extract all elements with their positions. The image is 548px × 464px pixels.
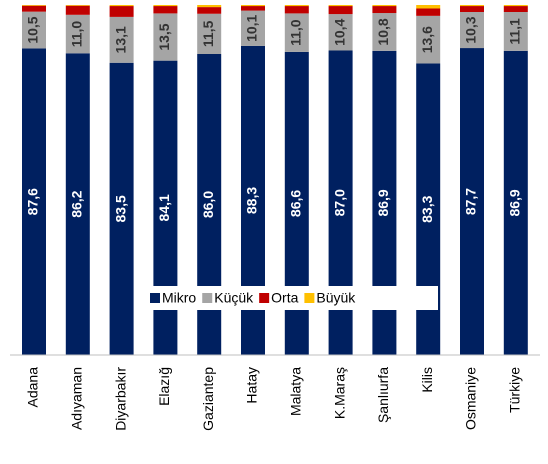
bar-segment	[503, 5, 528, 7]
x-tick-label: Adana	[25, 367, 41, 408]
value-label: 86,9	[507, 189, 523, 216]
bar-segment	[460, 48, 484, 356]
value-label: 11,5	[200, 20, 216, 47]
x-tick-label: Adıyaman	[69, 367, 85, 430]
bar-segment	[153, 6, 178, 14]
bar-segment	[241, 10, 265, 46]
value-label: 83,3	[419, 195, 435, 222]
value-label: 86,2	[69, 190, 85, 217]
legend-label: Mikro	[162, 290, 196, 306]
x-tick-label: Gaziantep	[200, 367, 216, 431]
x-tick-label: Türkiye	[507, 367, 523, 413]
value-label: 83,5	[112, 195, 128, 222]
bar-segment	[328, 14, 353, 51]
bar-segment	[503, 6, 528, 12]
value-label: 11,0	[69, 21, 85, 48]
bar-segment	[284, 13, 309, 52]
value-label: 11,0	[288, 19, 304, 46]
bar-segment	[109, 16, 134, 63]
bar-segment	[153, 13, 178, 61]
value-label: 86,9	[375, 189, 391, 216]
bar-segment	[460, 12, 484, 49]
legend-label: Orta	[271, 290, 298, 306]
bar-segment	[328, 5, 353, 7]
value-label: 13,1	[112, 26, 128, 53]
bar-segment	[284, 5, 309, 7]
value-label: 87,6	[25, 188, 41, 215]
bar-segment	[65, 53, 90, 356]
legend-swatch	[304, 293, 315, 303]
bar-segment	[241, 6, 265, 11]
bar-segment	[22, 48, 46, 356]
legend-label: Büyük	[316, 290, 356, 306]
bar-segment	[460, 6, 484, 12]
value-label: 10,1	[244, 14, 260, 41]
x-tick-label: Osmaniye	[463, 367, 479, 430]
bar-segment	[109, 62, 134, 355]
bar-segment	[197, 7, 222, 14]
bar-segment	[22, 11, 46, 49]
value-label: 10,8	[375, 18, 391, 45]
value-label: 13,6	[419, 26, 435, 53]
bar-segment	[65, 5, 90, 15]
x-tick-label: Diyarbakır	[112, 367, 128, 431]
legend: Mikro Küçük Orta Büyük	[146, 286, 438, 310]
bar-segment	[372, 13, 397, 51]
bar-segment	[328, 6, 353, 15]
bar-segment	[153, 5, 178, 7]
value-label: 10,3	[463, 16, 479, 43]
bar-segment	[503, 12, 528, 51]
bar-segment	[109, 5, 134, 7]
bar-segment	[65, 14, 90, 54]
value-label: 86,6	[288, 190, 304, 217]
value-label: 84,1	[156, 194, 172, 221]
value-label: 87,7	[463, 188, 479, 215]
x-tick-label: Şanlıurfa	[375, 367, 391, 423]
bar-segment	[416, 5, 441, 9]
bar-segment	[503, 50, 528, 355]
legend-box	[146, 286, 438, 310]
bar-segment	[416, 15, 441, 64]
bar-segment	[109, 6, 134, 17]
bar-segment	[416, 8, 441, 16]
x-tick-label: Malatya	[288, 367, 304, 416]
legend-label: Küçük	[214, 290, 254, 306]
legend-swatch	[150, 293, 160, 303]
x-tick-label: Elazığ	[156, 367, 172, 406]
legend-swatch	[259, 293, 270, 303]
bar-segment	[284, 6, 309, 14]
value-label: 88,3	[244, 187, 260, 214]
bar-segment	[241, 5, 265, 7]
legend-swatch	[202, 293, 213, 303]
bar-segment	[460, 5, 484, 7]
value-label: 13,5	[156, 23, 172, 50]
value-label: 10,5	[25, 16, 41, 43]
bar-segment	[372, 6, 397, 14]
value-label: 11,1	[507, 18, 523, 45]
bar-segment	[197, 5, 222, 8]
bar-segment	[197, 13, 222, 54]
value-label: 10,4	[331, 18, 347, 45]
x-tick-label: Hatay	[244, 367, 260, 404]
x-tick-label: Kilis	[419, 367, 435, 393]
value-label: 87,0	[331, 189, 347, 216]
bar-segment	[65, 5, 90, 6]
value-label: 86,0	[200, 191, 216, 218]
bar-segment	[22, 5, 46, 6]
bar-segment	[22, 5, 46, 12]
x-tick-label: K.Maraş	[331, 367, 347, 419]
bar-segment	[372, 5, 397, 7]
